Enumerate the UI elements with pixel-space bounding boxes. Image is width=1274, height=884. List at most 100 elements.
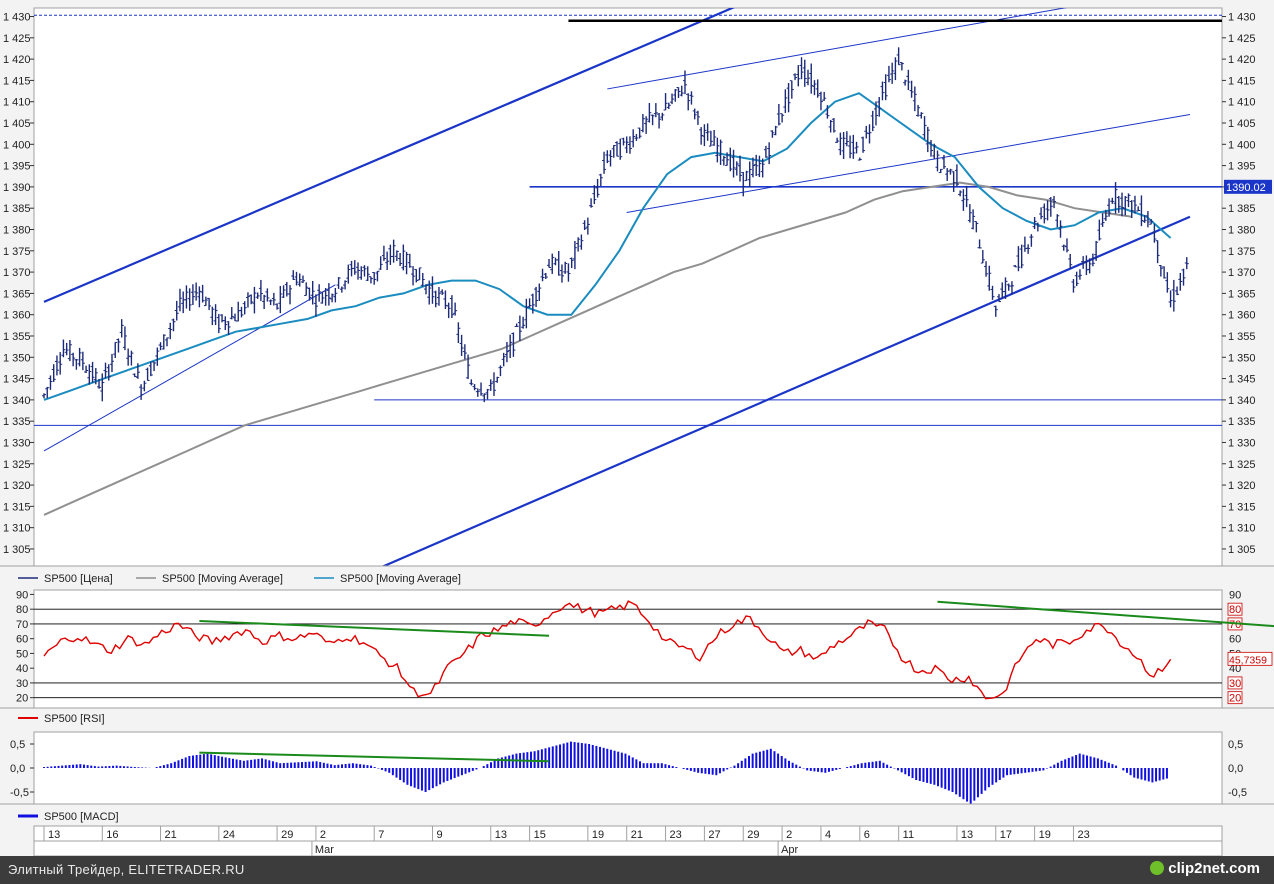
date-tick-label: 29 <box>747 829 759 841</box>
price-tick-label-right: 1 355 <box>1228 331 1256 343</box>
price-tick-label-left: 1 385 <box>3 203 31 215</box>
rsi-tick-label-right: 40 <box>1229 663 1241 675</box>
upper-wedge-line[interactable] <box>607 0 1112 90</box>
date-tick-label: 7 <box>378 829 384 841</box>
price-tick-label-left: 1 330 <box>3 437 31 449</box>
price-tick-label-left: 1 365 <box>3 288 31 300</box>
price-tick-label-right: 1 395 <box>1228 161 1256 173</box>
price-tick-label-left: 1 345 <box>3 374 31 386</box>
date-tick-label: 13 <box>961 829 973 841</box>
ma-short-line[interactable] <box>43 92 1172 401</box>
macd-tick-label-right: -0,5 <box>1228 787 1247 799</box>
date-tick-label: 2 <box>320 829 326 841</box>
date-tick-label: 2 <box>786 829 792 841</box>
rsi-divergence-line-1[interactable] <box>937 600 1274 630</box>
price-tick-label-right: 1 380 <box>1228 224 1256 236</box>
rsi-panel[interactable] <box>33 589 1223 709</box>
date-tick-label: 17 <box>1000 829 1012 841</box>
rsi-axis: 20304050607080909080706050403020 <box>16 589 1243 705</box>
rsi-tick-label-left: 90 <box>16 589 28 601</box>
lower-channel-line[interactable] <box>374 215 1191 571</box>
price-tick-label-right: 1 360 <box>1228 310 1256 322</box>
date-tick-label: 4 <box>825 829 831 841</box>
minor-trend-line[interactable] <box>43 284 336 452</box>
date-axis-labels: 13 16 21 24 29 2 7 9 13 15 19 21 23 27 29 2 4 6 11 13 17 19 23… <box>43 826 1090 856</box>
footer-caption: Элитный Трейдер, ELITETRADER.RU <box>8 862 245 877</box>
rsi-divergence-line-0[interactable] <box>199 619 550 637</box>
price-tick-label-right: 1 310 <box>1228 523 1256 535</box>
rsi-tick-label-left: 30 <box>16 678 28 690</box>
price-tick-label-right: 1 335 <box>1228 416 1256 428</box>
rsi-last-value-box <box>1227 651 1273 666</box>
price-tick-label-left: 1 310 <box>3 523 31 535</box>
price-tick-label-left: 1 355 <box>3 331 31 343</box>
date-tick-label: 23 <box>670 829 682 841</box>
date-tick-label: 21 <box>631 829 643 841</box>
lower-wedge-line[interactable] <box>626 113 1191 213</box>
current-price-label: 1390.02 <box>1226 182 1266 194</box>
price-tick-label-right: 1 415 <box>1228 75 1256 87</box>
rsi-tick-label-left: 80 <box>16 604 28 616</box>
price-tick-label-right: 1 320 <box>1228 480 1256 492</box>
price-tick-label-right: 1 345 <box>1228 374 1256 386</box>
macd-tick-label-right: 0,5 <box>1228 739 1243 751</box>
price-tick-label-left: 1 335 <box>3 416 31 428</box>
clip2net-logo[interactable]: clip2net.com <box>1150 860 1260 877</box>
price-tick-label-left: 1 350 <box>3 352 31 364</box>
macd-divergence-line-0[interactable] <box>199 751 550 763</box>
ma-long-line[interactable] <box>43 181 1132 516</box>
legend-label-1: SP500 [Moving Average] <box>162 573 283 585</box>
price-tick-label-right: 1 305 <box>1228 544 1256 556</box>
price-tick-label-left: 1 400 <box>3 139 31 151</box>
rsi-level-box <box>1227 676 1243 690</box>
rsi-tick-label-right: 30 <box>1229 678 1241 690</box>
macd-tick-label-left: -0,5 <box>10 787 29 799</box>
current-price-badge <box>1224 179 1272 194</box>
date-tick-label: 19 <box>592 829 604 841</box>
price-tick-label-left: 1 325 <box>3 459 31 471</box>
price-tick-label-right: 1 405 <box>1228 118 1256 130</box>
rsi-tick-label-right: 90 <box>1229 589 1241 601</box>
rsi-level-box <box>1227 691 1243 705</box>
date-tick-label: 27 <box>708 829 720 841</box>
price-tick-label-right: 1 400 <box>1228 139 1256 151</box>
price-tick-label-right: 1 410 <box>1228 97 1256 109</box>
price-tick-label-right: 1 315 <box>1228 501 1256 513</box>
price-tick-label-left: 1 320 <box>3 480 31 492</box>
rsi-line[interactable] <box>43 600 1172 700</box>
macd-legend-label: SP500 [MACD] <box>44 811 119 823</box>
price-tick-label-right: 1 340 <box>1228 395 1256 407</box>
rsi-last-value-label: 45,7359 <box>1229 654 1267 666</box>
price-tick-label-left: 1 360 <box>3 310 31 322</box>
rsi-tick-label-left: 70 <box>16 619 28 631</box>
price-tick-label-left: 1 405 <box>3 118 31 130</box>
price-tick-label-left: 1 390 <box>3 182 31 194</box>
date-tick-label: 23 <box>1077 829 1089 841</box>
rsi-tick-label-right: 20 <box>1229 693 1241 705</box>
upper-channel-line[interactable] <box>43 0 782 303</box>
date-tick-label: 16 <box>106 829 118 841</box>
price-tick-label-left: 1 380 <box>3 224 31 236</box>
rsi-tick-label-right: 80 <box>1229 604 1241 616</box>
price-tick-label-left: 1 430 <box>3 12 31 24</box>
price-tick-label-left: 1 370 <box>3 267 31 279</box>
price-series: 1390.02 <box>34 0 1272 571</box>
legend-label-0: SP500 [Цена] <box>44 573 113 585</box>
macd-series <box>43 741 1168 804</box>
rsi-tick-label-right: 70 <box>1229 619 1241 631</box>
price-tick-label-right: 1 385 <box>1228 203 1256 215</box>
chart-canvas: 1 305 1 305 1 310 1 310 1 315 1 315 1 320 1 320… <box>0 0 1274 857</box>
price-panel[interactable] <box>33 7 1223 567</box>
price-tick-label-right: 1 420 <box>1228 54 1256 66</box>
price-tick-label-right: 1 350 <box>1228 352 1256 364</box>
clip2net-brand-text: clip2net.com <box>1168 860 1260 877</box>
price-legend: SP500 [Цена] SP500 [Moving Average] SP500 … <box>0 565 1274 585</box>
footer-bar: Элитный Трейдер, ELITETRADER.RU clip2net… <box>0 856 1274 884</box>
rsi-tick-label-right: 60 <box>1229 634 1241 646</box>
price-tick-label-right: 1 370 <box>1228 267 1256 279</box>
price-tick-label-right: 1 425 <box>1228 33 1256 45</box>
price-tick-label-left: 1 410 <box>3 97 31 109</box>
macd-axis: 0,5 0,5 0,0 0,0 -0,5 -0,5 <box>10 739 1247 799</box>
price-tick-label-right: 1 325 <box>1228 459 1256 471</box>
